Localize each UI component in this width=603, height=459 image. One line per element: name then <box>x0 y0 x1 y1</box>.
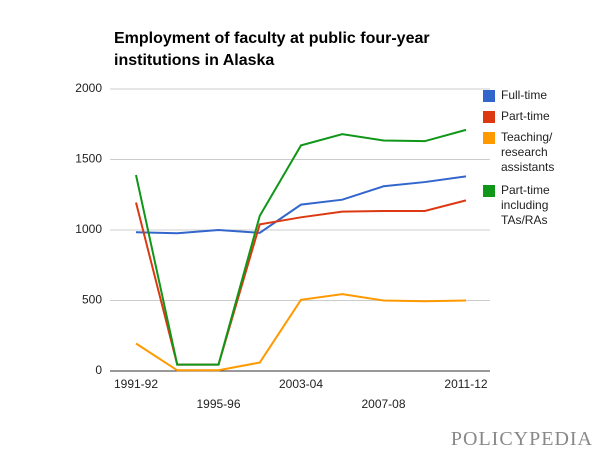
x-tick-label: 1991-92 <box>114 377 158 391</box>
legend-swatch <box>483 90 495 102</box>
legend-label: Teaching/ research assistants <box>501 130 555 174</box>
legend-entry: Teaching/ research assistants <box>483 130 591 175</box>
y-tick-label: 2000 <box>75 81 102 95</box>
chart-title: Employment of faculty at public four-yea… <box>114 30 430 69</box>
x-tick-label: 2003-04 <box>279 377 323 391</box>
series-line <box>135 293 467 372</box>
y-tick-label: 500 <box>82 293 102 307</box>
legend-swatch <box>483 185 495 197</box>
legend-label: Part-time including TAs/RAs <box>501 183 550 227</box>
series-line <box>135 175 467 235</box>
legend-entry: Part-time including TAs/RAs <box>483 183 591 228</box>
legend-swatch <box>483 132 495 144</box>
y-tick-label: 1500 <box>75 152 102 166</box>
logo: POLICYPEDIA <box>450 428 593 450</box>
series-line <box>135 199 467 366</box>
legend-swatch <box>483 111 495 123</box>
y-tick-label: 0 <box>95 363 102 377</box>
legend-label: Part-time <box>501 109 550 123</box>
legend-entry: Full-time <box>483 88 591 103</box>
x-tick-label: 2007-08 <box>361 397 405 411</box>
x-tick-label: 2011-12 <box>444 377 487 391</box>
legend-entry: Part-time <box>483 109 591 124</box>
x-tick-label: 1995-96 <box>196 397 240 411</box>
series-line <box>135 128 467 366</box>
y-tick-label: 1000 <box>75 222 102 236</box>
legend-label: Full-time <box>501 88 548 102</box>
